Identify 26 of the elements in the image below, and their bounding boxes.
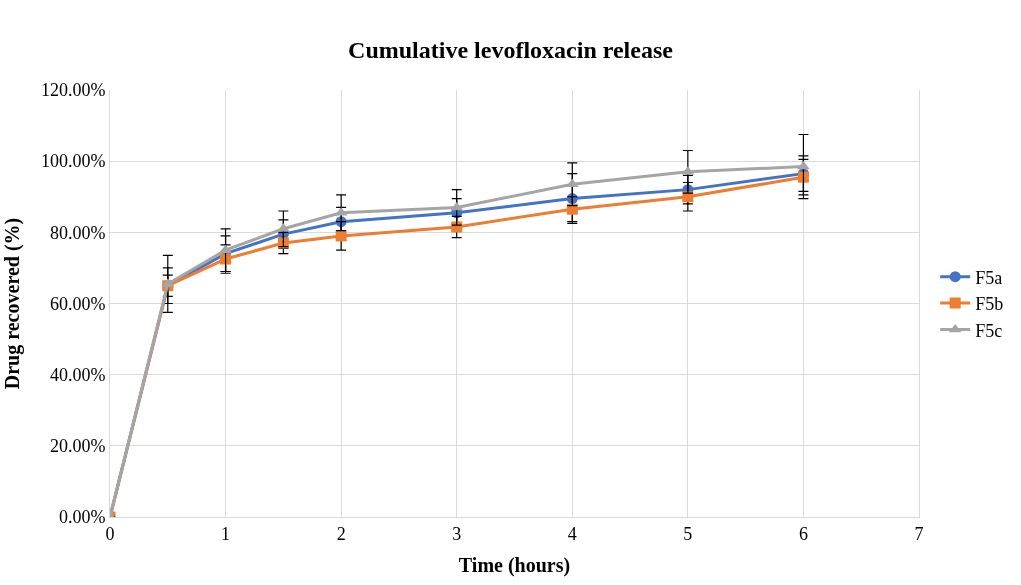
- y-tick-label: 80.00%: [49, 222, 106, 243]
- y-tick-label: 100.00%: [40, 151, 106, 172]
- x-axis-title: Time (hours): [458, 554, 571, 578]
- y-tick-label: 0.00%: [58, 507, 106, 528]
- x-tick-label: 7: [914, 523, 924, 544]
- point: [565, 178, 579, 188]
- legend-label: F5b: [975, 294, 1004, 315]
- x-tick-label: 0: [105, 523, 115, 544]
- legend-label: F5c: [975, 320, 1003, 341]
- x-tick-label: 6: [798, 523, 808, 544]
- y-axis-title: Drug recovered (%): [1, 217, 25, 390]
- point: [220, 253, 232, 265]
- point: [566, 203, 578, 215]
- x-tick-label: 1: [221, 523, 231, 544]
- point: [450, 201, 464, 211]
- y-tick-label: 60.00%: [49, 293, 106, 314]
- y-tick-label: 20.00%: [49, 436, 106, 457]
- chart-title: Cumulative levofloxacin release: [348, 36, 674, 63]
- y-tick-label: 120.00%: [40, 80, 106, 101]
- y-tick-label: 40.00%: [49, 364, 106, 385]
- x-tick-label: 4: [567, 523, 577, 544]
- legend-label: F5a: [975, 267, 1003, 288]
- point: [335, 230, 347, 242]
- x-tick-label: 3: [452, 523, 462, 544]
- x-tick-label: 2: [336, 523, 346, 544]
- x-tick-label: 5: [683, 523, 693, 544]
